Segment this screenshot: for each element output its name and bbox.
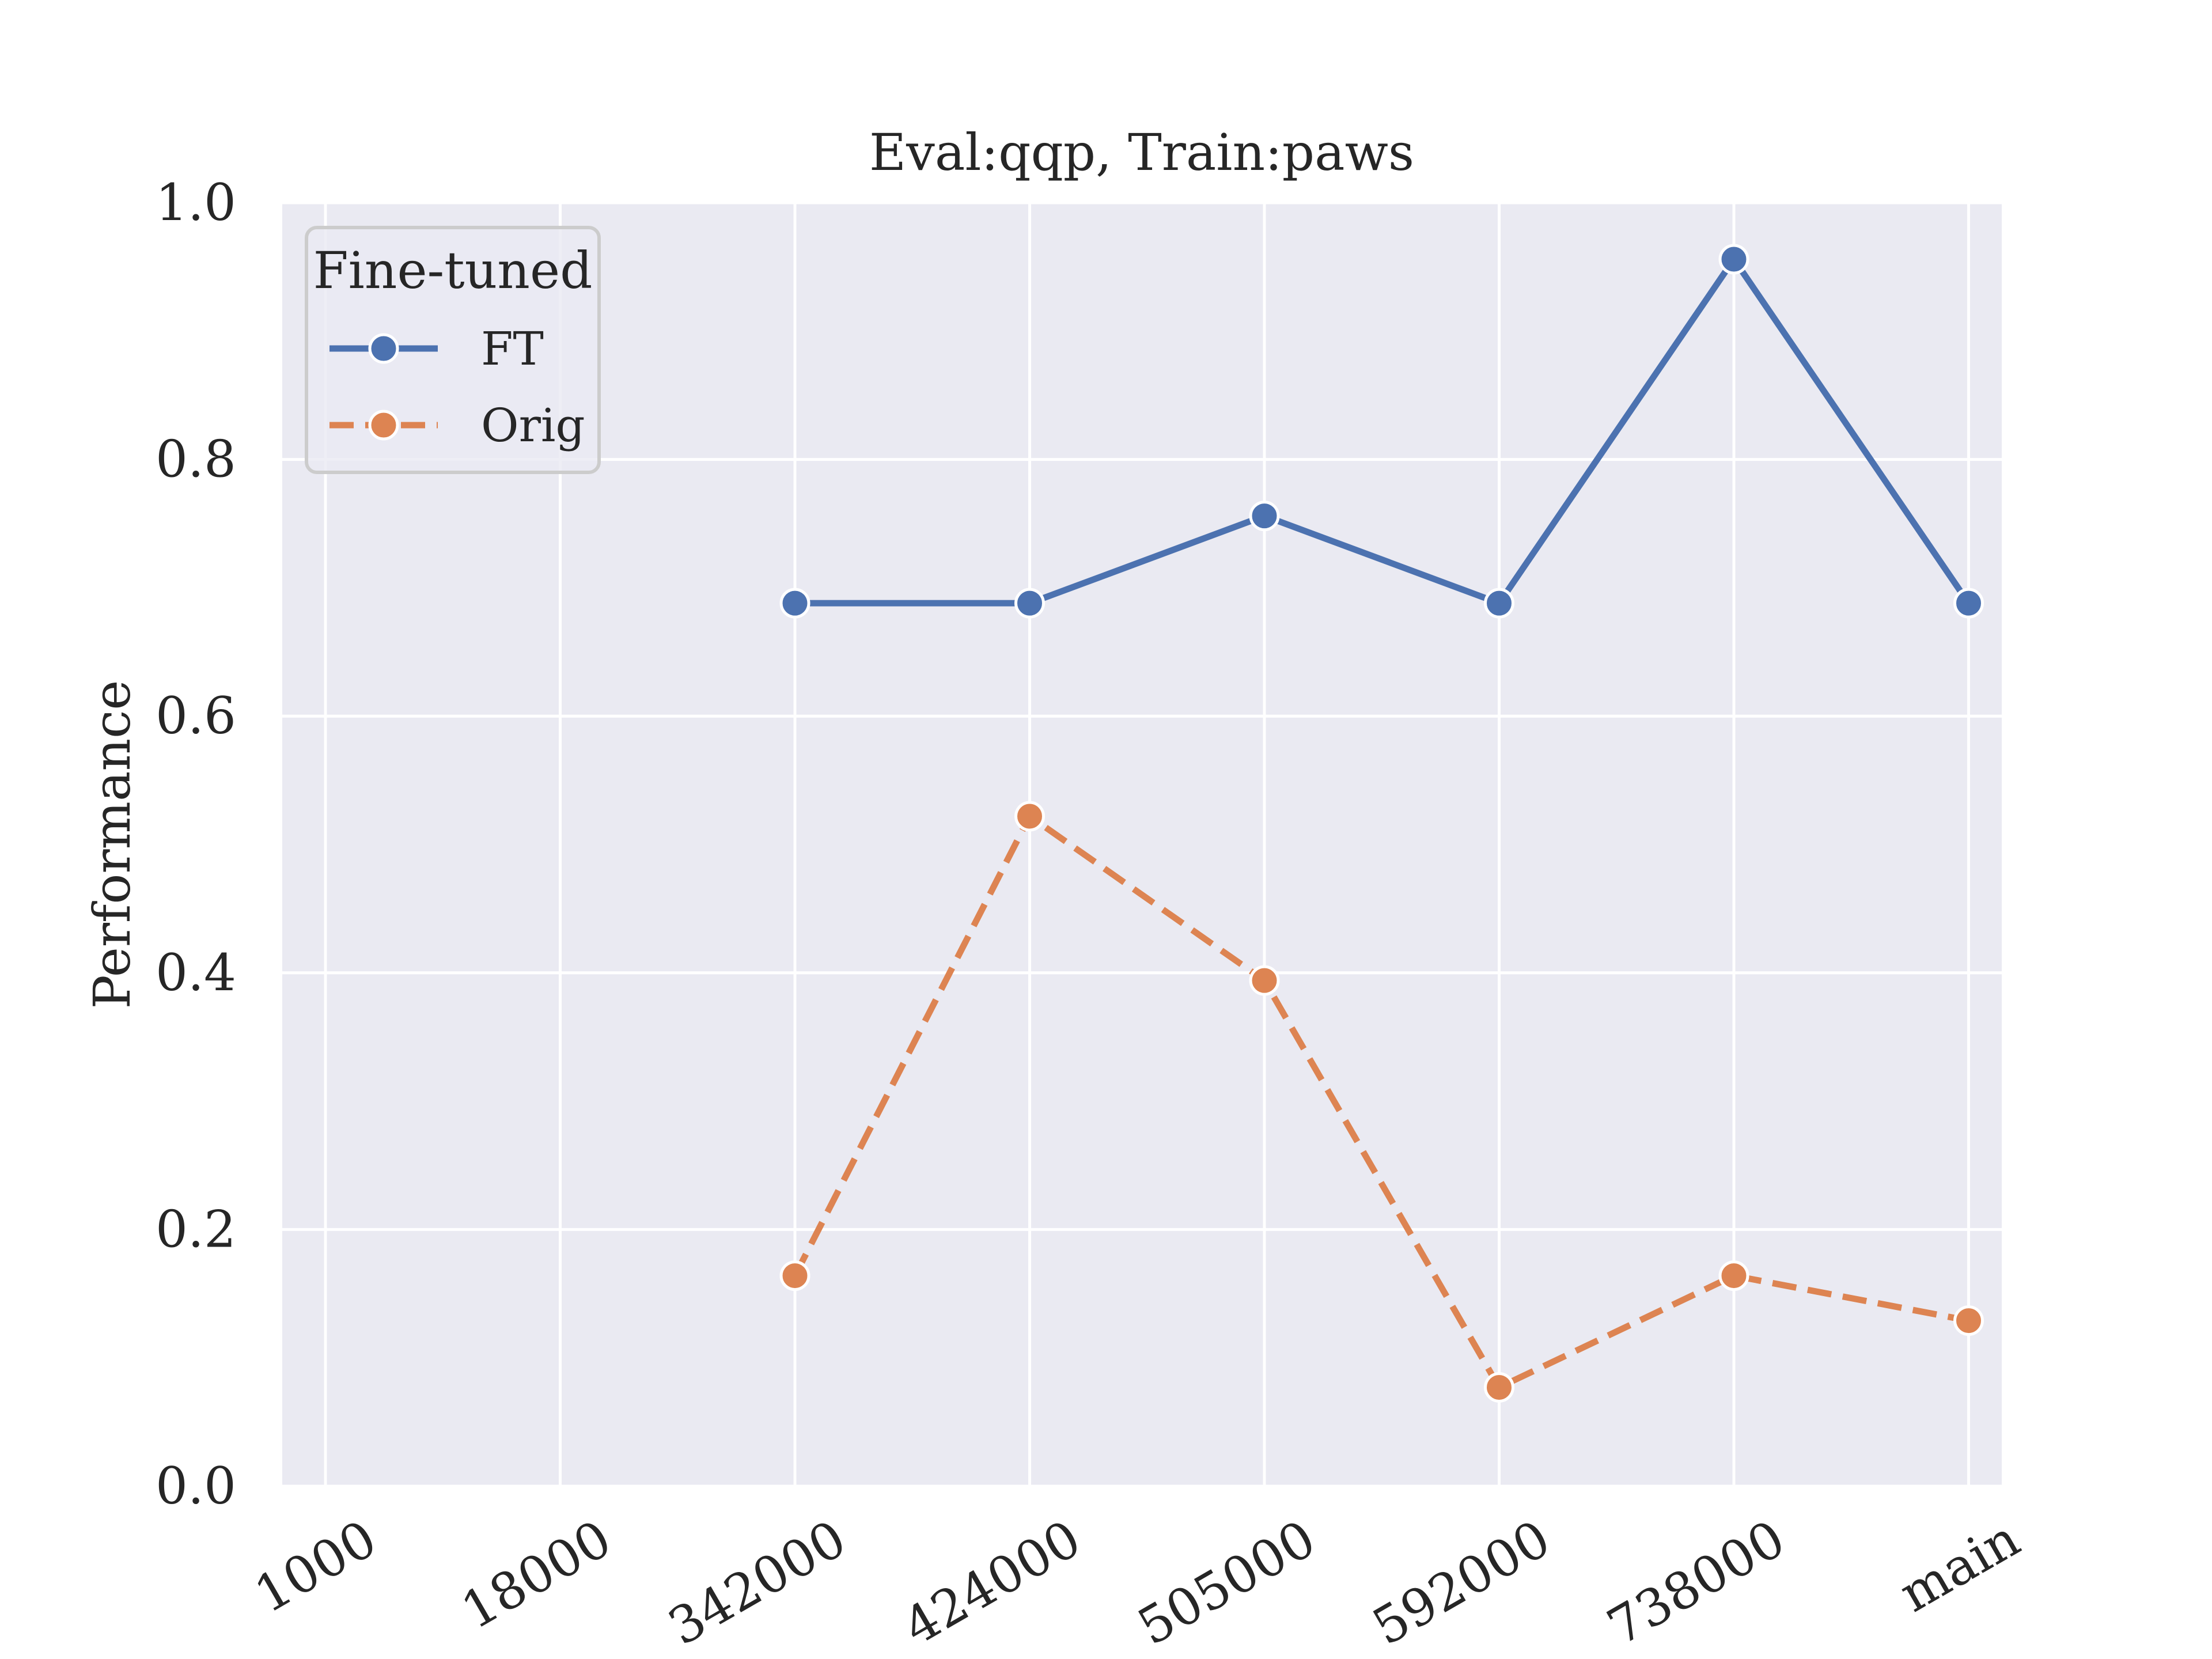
data-point	[1249, 501, 1280, 532]
legend-marker	[368, 410, 399, 441]
y-tick-label: 1.0	[156, 173, 236, 232]
y-axis-label: Performance	[82, 680, 142, 1009]
data-point	[1484, 1372, 1514, 1403]
series-ft	[779, 244, 1984, 619]
data-point	[1953, 1305, 1984, 1336]
chart-title: Eval:qqp, Train:paws	[869, 123, 1414, 182]
data-point	[1718, 244, 1749, 275]
legend-title: Fine-tuned	[313, 241, 593, 300]
y-tick-label: 0.6	[156, 686, 236, 745]
y-tick-label: 0.0	[156, 1456, 236, 1516]
series-line	[792, 813, 1969, 1391]
data-point	[1718, 1260, 1749, 1291]
legend-label: Orig	[481, 399, 585, 452]
legend-entry-orig: Orig	[329, 399, 585, 452]
x-tick-label: 505000	[1128, 1509, 1325, 1657]
series-line	[791, 256, 1972, 607]
x-tick-label: 424000	[893, 1509, 1090, 1657]
x-tick-label: 342000	[658, 1509, 855, 1657]
data-point	[1484, 588, 1514, 619]
data-point	[1953, 588, 1984, 619]
data-point	[779, 1260, 810, 1291]
x-tick-label: 592000	[1363, 1509, 1560, 1657]
data-point	[779, 588, 810, 619]
data-point	[1249, 965, 1280, 996]
x-tick-label: 18000	[452, 1509, 621, 1641]
x-tick-label: 738000	[1597, 1509, 1794, 1657]
x-tick-label: 1000	[245, 1509, 386, 1624]
data-point	[1014, 588, 1045, 619]
legend-entry-ft: FT	[329, 322, 544, 376]
x-tick-label: main	[1889, 1509, 2029, 1624]
legend-label: FT	[481, 322, 544, 376]
x-axis: 1000 18000 342000 424000 505000 592000 738000 m…	[245, 1509, 2029, 1657]
data-point	[1014, 801, 1045, 832]
series-orig	[779, 801, 1984, 1403]
y-tick-label: 0.4	[156, 943, 236, 1002]
series-layer	[779, 244, 1984, 1403]
legend-marker	[368, 333, 399, 364]
legend: Fine-tuned FT Orig	[305, 226, 601, 474]
y-tick-label: 0.2	[156, 1199, 236, 1259]
y-axis: 0.0 0.2 0.4 0.6 0.8 1.0	[156, 173, 236, 1516]
y-tick-label: 0.8	[156, 430, 236, 489]
